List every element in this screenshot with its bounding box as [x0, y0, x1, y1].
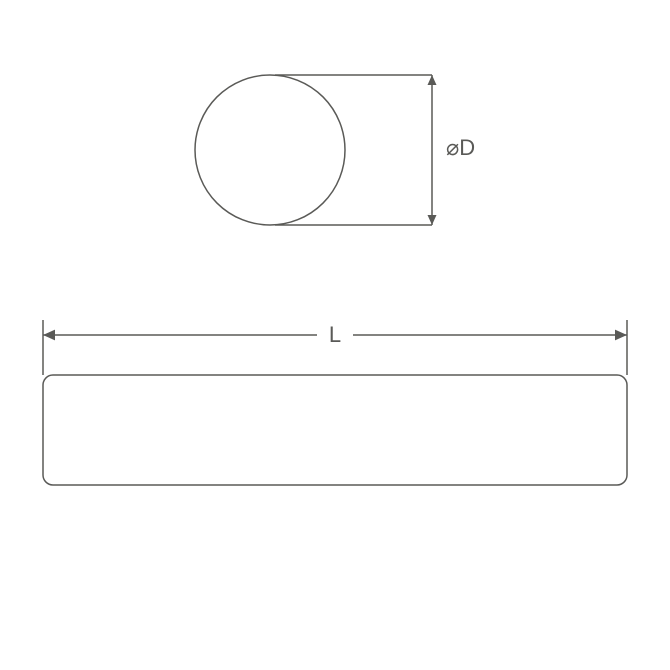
diameter-label: ⌀D — [446, 135, 475, 160]
arrow-bottom — [428, 215, 437, 225]
arrow-top — [428, 75, 437, 85]
arrow-left — [43, 330, 55, 341]
length-label: L — [329, 322, 341, 347]
technical-drawing: L ⌀D — [0, 0, 670, 670]
end-view-circle — [195, 75, 345, 225]
side-view-rect — [43, 375, 627, 485]
arrow-right — [615, 330, 627, 341]
